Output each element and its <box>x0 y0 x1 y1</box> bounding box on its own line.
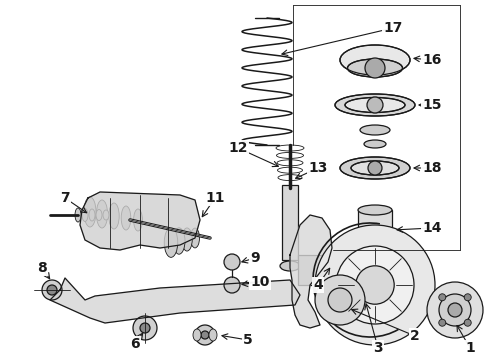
Polygon shape <box>50 278 300 323</box>
Text: 1: 1 <box>465 341 475 355</box>
Ellipse shape <box>209 329 217 341</box>
Circle shape <box>367 97 383 113</box>
Ellipse shape <box>340 45 410 75</box>
Ellipse shape <box>191 228 199 248</box>
Circle shape <box>439 319 446 326</box>
Text: 5: 5 <box>243 333 253 347</box>
Ellipse shape <box>89 209 95 221</box>
Ellipse shape <box>134 209 143 231</box>
Circle shape <box>448 303 462 317</box>
Ellipse shape <box>121 206 131 230</box>
Polygon shape <box>290 215 332 328</box>
Ellipse shape <box>358 205 392 215</box>
Circle shape <box>315 225 435 345</box>
Circle shape <box>315 275 365 325</box>
Text: 7: 7 <box>60 191 70 205</box>
Text: 6: 6 <box>130 337 140 351</box>
Ellipse shape <box>96 210 102 220</box>
Ellipse shape <box>351 161 399 175</box>
Bar <box>358 210 392 248</box>
Ellipse shape <box>182 228 192 251</box>
Text: 13: 13 <box>308 161 328 175</box>
Text: 3: 3 <box>373 341 383 355</box>
Bar <box>298 255 322 285</box>
Ellipse shape <box>335 94 415 116</box>
Text: 2: 2 <box>410 329 420 343</box>
Circle shape <box>328 288 352 312</box>
Text: 14: 14 <box>422 221 442 235</box>
Circle shape <box>356 266 394 304</box>
Text: 8: 8 <box>37 261 47 275</box>
Ellipse shape <box>82 208 88 221</box>
Text: 10: 10 <box>250 275 270 289</box>
Ellipse shape <box>364 140 386 148</box>
Circle shape <box>464 294 471 301</box>
Ellipse shape <box>280 261 300 271</box>
Circle shape <box>365 58 385 78</box>
Ellipse shape <box>109 203 119 229</box>
Circle shape <box>464 319 471 326</box>
Circle shape <box>133 316 157 340</box>
Text: 15: 15 <box>422 98 442 112</box>
Circle shape <box>439 294 446 301</box>
Circle shape <box>224 277 240 293</box>
Circle shape <box>336 246 414 324</box>
Ellipse shape <box>173 228 185 254</box>
Ellipse shape <box>347 59 402 77</box>
Ellipse shape <box>360 125 390 135</box>
Circle shape <box>42 280 62 300</box>
Text: 18: 18 <box>422 161 442 175</box>
Circle shape <box>439 294 471 326</box>
Text: 16: 16 <box>422 53 441 67</box>
Ellipse shape <box>340 157 410 179</box>
Text: 17: 17 <box>383 21 403 35</box>
Circle shape <box>427 282 483 338</box>
Polygon shape <box>80 192 200 250</box>
Bar <box>282 185 298 260</box>
Circle shape <box>140 323 150 333</box>
Ellipse shape <box>103 210 109 220</box>
Circle shape <box>368 161 382 175</box>
Text: 12: 12 <box>228 141 248 155</box>
Ellipse shape <box>97 200 108 228</box>
Ellipse shape <box>358 243 392 253</box>
Circle shape <box>195 325 215 345</box>
Text: 11: 11 <box>205 191 225 205</box>
Circle shape <box>224 254 240 270</box>
Ellipse shape <box>345 98 405 113</box>
Circle shape <box>47 285 57 295</box>
Text: 9: 9 <box>250 251 260 265</box>
Ellipse shape <box>164 228 178 257</box>
Circle shape <box>201 331 209 339</box>
Ellipse shape <box>75 208 81 222</box>
Ellipse shape <box>193 329 201 341</box>
Text: 4: 4 <box>313 278 323 292</box>
Ellipse shape <box>84 197 96 227</box>
